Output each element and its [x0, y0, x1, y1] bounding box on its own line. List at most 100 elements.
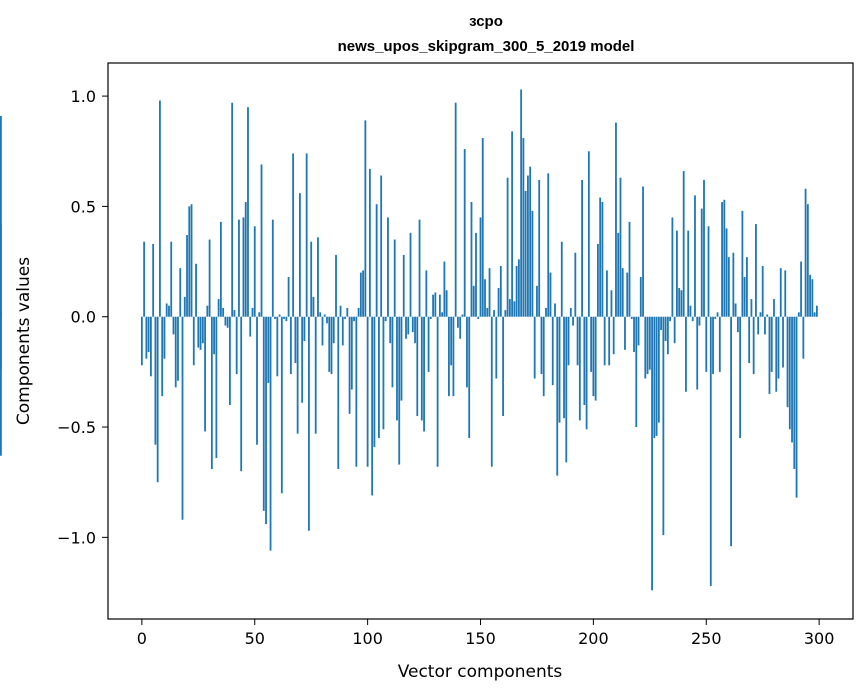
bar-267: [743, 277, 746, 317]
bar-140: [457, 316, 459, 328]
bar-242: [687, 230, 690, 317]
bar-241: [685, 316, 687, 392]
x-tick-label: 300: [804, 629, 835, 648]
bar-186: [560, 241, 563, 317]
bar-168: [520, 89, 523, 317]
bar-243: [689, 305, 692, 317]
bar-206: [606, 270, 608, 317]
bar-180: [547, 173, 550, 317]
bar-209: [612, 316, 615, 355]
bar-288: [791, 316, 793, 443]
bar-119: [409, 232, 412, 317]
bar-235: [671, 217, 674, 317]
bar-222: [642, 186, 644, 317]
bar-246: [696, 316, 699, 390]
bar-228: [655, 316, 658, 436]
bar-75: [310, 241, 313, 317]
bar-269: [748, 316, 751, 364]
bar-131: [436, 316, 439, 467]
bar-22: [190, 204, 193, 317]
bar-294: [804, 188, 807, 317]
bar-95: [355, 316, 358, 467]
bar-266: [741, 210, 744, 317]
bar-undefined: [0, 316, 2, 370]
bar-124: [420, 316, 423, 421]
bar-279: [770, 316, 773, 372]
bar-160: [502, 316, 504, 417]
bar-276: [764, 316, 766, 335]
bar-123: [418, 219, 421, 317]
bar-120: [411, 316, 414, 333]
bar-285: [784, 270, 787, 317]
bar-171: [527, 175, 529, 317]
bar-159: [499, 265, 502, 317]
bar-141: [459, 316, 462, 339]
bar-208: [610, 290, 613, 317]
bar-192: [574, 252, 577, 317]
bar-147: [472, 285, 475, 317]
bar-0: [140, 316, 143, 366]
bar-126: [425, 270, 428, 317]
bar-74: [308, 316, 310, 531]
bar-149: [477, 316, 480, 319]
bar-66: [289, 316, 292, 375]
bar-1: [143, 241, 146, 317]
x-tick-label: 100: [352, 629, 383, 648]
bar-153: [486, 307, 489, 317]
bar-129: [432, 294, 434, 317]
bar-21: [188, 206, 191, 317]
y-axis-label: Components values: [14, 257, 34, 425]
bar-161: [504, 310, 507, 317]
bar-7: [156, 316, 159, 483]
bar-59: [274, 316, 276, 319]
bar-54: [262, 316, 265, 511]
bar-135: [445, 290, 448, 317]
bar-28: [204, 316, 206, 432]
x-tick-label: 200: [578, 629, 609, 648]
x-tick-label: 250: [691, 629, 722, 648]
bar-136: [447, 316, 450, 397]
bar-91: [346, 307, 349, 317]
bar-96: [357, 307, 360, 317]
bar-2: [145, 316, 148, 359]
bar-82: [326, 316, 328, 324]
bar-143: [463, 149, 466, 317]
bar-270: [750, 299, 753, 317]
bar-223: [644, 316, 647, 379]
bar-36: [222, 307, 225, 317]
bar-106: [380, 175, 383, 317]
bar-20: [186, 235, 188, 317]
bar-26: [199, 316, 202, 350]
bar-227: [653, 316, 656, 439]
y-tick-label: 0.5: [71, 197, 96, 216]
bar-232: [664, 316, 667, 341]
bar-187: [563, 316, 565, 419]
bar-292: [800, 261, 802, 317]
bar-53: [260, 164, 263, 317]
bar-183: [554, 303, 556, 317]
bar-68: [294, 316, 297, 364]
bar-111: [391, 316, 394, 388]
bar-62: [280, 316, 283, 494]
bar-46: [244, 202, 247, 317]
bar-105: [378, 316, 380, 439]
bar-134: [443, 261, 446, 317]
bar-41: [233, 310, 236, 317]
bar-71: [301, 316, 304, 403]
bar-122: [416, 316, 419, 417]
bar-83: [328, 316, 331, 372]
bar-182: [551, 316, 554, 386]
bar-262: [732, 252, 735, 317]
bar-139: [454, 102, 457, 317]
bar-178: [542, 316, 545, 397]
bar-177: [540, 316, 543, 375]
bar-167: [517, 259, 520, 317]
bar-67: [292, 153, 295, 317]
bar-202: [596, 243, 599, 317]
bar-145: [468, 316, 471, 439]
bar-256: [718, 316, 721, 372]
bar-104: [375, 204, 378, 317]
bar-58: [271, 219, 274, 317]
bar-146: [470, 202, 473, 317]
bar-198: [587, 151, 590, 317]
